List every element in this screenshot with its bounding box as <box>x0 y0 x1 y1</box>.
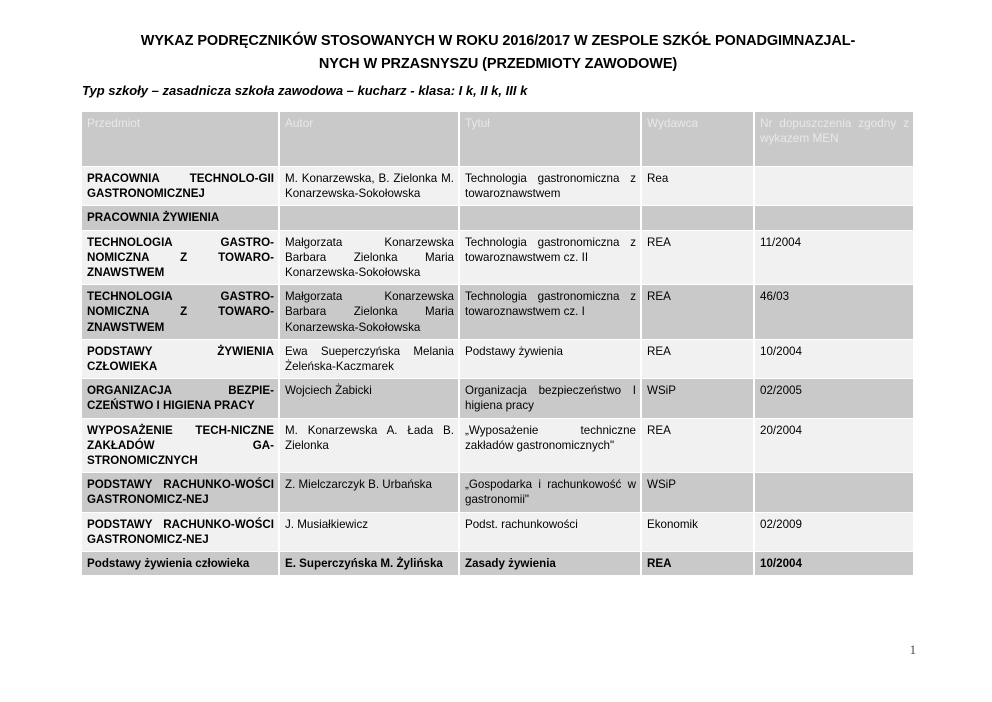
cell-subject: WYPOSAŻENIE TECH-NICZNE ZAKŁADÓW GA-STRO… <box>82 418 278 473</box>
cell-title <box>460 206 640 230</box>
cell-author: Małgorzata Konarzewska Barbara Zielonka … <box>280 285 458 339</box>
table-row: TECHNOLOGIA GASTRO-NOMICZNA Z TOWARO-ZNA… <box>82 285 913 339</box>
cell-men: 02/2009 <box>755 512 913 552</box>
cell-subject: PODSTAWY RACHUNKO-WOŚCI GASTRONOMICZ-NEJ <box>82 512 278 552</box>
cell-author: Z. Mielczarczyk B. Urbańska <box>280 473 458 512</box>
cell-title: Technologia gastronomiczna z towaroznaws… <box>460 285 640 339</box>
cell-subject: PRACOWNIA ŻYWIENIA <box>82 206 278 230</box>
cell-publisher: REA <box>642 552 753 576</box>
cell-author: Ewa Sueperczyńska Melania Żeleńska-Kaczm… <box>280 339 458 379</box>
cell-subject: ORGANIZACJA BEZPIE-CZEŃSTWO I HIGIENA PR… <box>82 379 278 418</box>
cell-subject: TECHNOLOGIA GASTRO-NOMICZNA Z TOWARO-ZNA… <box>82 285 278 339</box>
cell-publisher: REA <box>642 339 753 379</box>
cell-subject: PODSTAWY ŻYWIENIA CZŁOWIEKA <box>82 339 278 379</box>
cell-author: M. Konarzewska A. Łada B. Zielonka <box>280 418 458 473</box>
cell-title: „Wyposażenie techniczne zakładów gastron… <box>460 418 640 473</box>
cell-publisher: REA <box>642 285 753 339</box>
cell-men: 46/03 <box>755 285 913 339</box>
cell-author <box>280 206 458 230</box>
table-body: Przedmiot Autor Tytuł Wydawca Nr dopuszc… <box>82 112 913 576</box>
table-row: PODSTAWY RACHUNKO-WOŚCI GASTRONOMICZ-NEJ… <box>82 473 913 512</box>
cell-publisher: REA <box>642 230 753 285</box>
table-row: PODSTAWY RACHUNKO-WOŚCI GASTRONOMICZ-NEJ… <box>82 512 913 552</box>
cell-title: Zasady żywienia <box>460 552 640 576</box>
table-row: TECHNOLOGIA GASTRO-NOMICZNA Z TOWARO-ZNA… <box>82 230 913 285</box>
cell-subject: PRACOWNIA TECHNOLO-GII GASTRONOMICZNEJ <box>82 167 278 206</box>
cell-title: Technologia gastronomiczna z towaroznaws… <box>460 167 640 206</box>
cell-men <box>755 167 913 206</box>
cell-author: M. Konarzewska, B. Zielonka M. Konarzews… <box>280 167 458 206</box>
cell-author: J. Musiałkiewicz <box>280 512 458 552</box>
cell-title: Organizacja bezpieczeństwo I higiena pra… <box>460 379 640 418</box>
column-header-author: Autor <box>280 112 458 166</box>
cell-men: 10/2004 <box>755 339 913 379</box>
cell-subject: TECHNOLOGIA GASTRO-NOMICZNA Z TOWARO-ZNA… <box>82 230 278 285</box>
table-row: PRACOWNIA TECHNOLO-GII GASTRONOMICZNEJ M.… <box>82 167 913 206</box>
title-line-2: NYCH W PRZASNYSZU (PRZEDMIOTY ZAWODOWE) <box>318 56 678 72</box>
cell-men: 10/2004 <box>755 552 913 576</box>
column-header-publisher: Wydawca <box>642 112 753 166</box>
cell-title: „Gospodarka i rachunkowość w gastronomii… <box>460 473 640 512</box>
cell-publisher: REA <box>642 418 753 473</box>
title-line-1: WYKAZ PODRĘCZNIKÓW STOSOWANYCH W ROKU 20… <box>140 33 856 49</box>
cell-title: Podstawy żywienia <box>460 339 640 379</box>
table-row: PODSTAWY ŻYWIENIA CZŁOWIEKA Ewa Sueperczy… <box>82 339 913 379</box>
column-header-subject: Przedmiot <box>82 112 278 166</box>
page-number: 1 <box>909 643 916 657</box>
cell-author: Małgorzata Konarzewska Barbara Zielonka … <box>280 230 458 285</box>
cell-author: Wojciech Żabicki <box>280 379 458 418</box>
textbooks-table: Przedmiot Autor Tytuł Wydawca Nr dopuszc… <box>80 111 915 576</box>
cell-men: 20/2004 <box>755 418 913 473</box>
table-row: Podstawy żywienia człowieka E. Superczyńs… <box>82 552 913 576</box>
cell-publisher <box>642 206 753 230</box>
cell-subject: Podstawy żywienia człowieka <box>82 552 278 576</box>
document-title: WYKAZ PODRĘCZNIKÓW STOSOWANYCH W ROKU 20… <box>80 30 916 76</box>
cell-publisher: Ekonomik <box>642 512 753 552</box>
table-row: WYPOSAŻENIE TECH-NICZNE ZAKŁADÓW GA-STRO… <box>82 418 913 473</box>
cell-men <box>755 473 913 512</box>
cell-publisher: WSiP <box>642 473 753 512</box>
cell-title: Technologia gastronomiczna z towaroznaws… <box>460 230 640 285</box>
cell-men <box>755 206 913 230</box>
cell-men: 02/2005 <box>755 379 913 418</box>
table-row: ORGANIZACJA BEZPIE-CZEŃSTWO I HIGIENA PR… <box>82 379 913 418</box>
column-header-men: Nr dopuszczenia zgodny z wykazem MEN <box>755 112 913 166</box>
cell-publisher: WSiP <box>642 379 753 418</box>
table-header-row: Przedmiot Autor Tytuł Wydawca Nr dopuszc… <box>82 112 913 166</box>
document-subtitle: Typ szkoły – zasadnicza szkoła zawodowa … <box>82 83 528 98</box>
cell-publisher: Rea <box>642 167 753 206</box>
cell-title: Podst. rachunkowości <box>460 512 640 552</box>
cell-author: E. Superczyńska M. Żylińska <box>280 552 458 576</box>
column-header-title: Tytuł <box>460 112 640 166</box>
cell-subject: PODSTAWY RACHUNKO-WOŚCI GASTRONOMICZ-NEJ <box>82 473 278 512</box>
table-row: PRACOWNIA ŻYWIENIA <box>82 206 913 230</box>
cell-men: 11/2004 <box>755 230 913 285</box>
